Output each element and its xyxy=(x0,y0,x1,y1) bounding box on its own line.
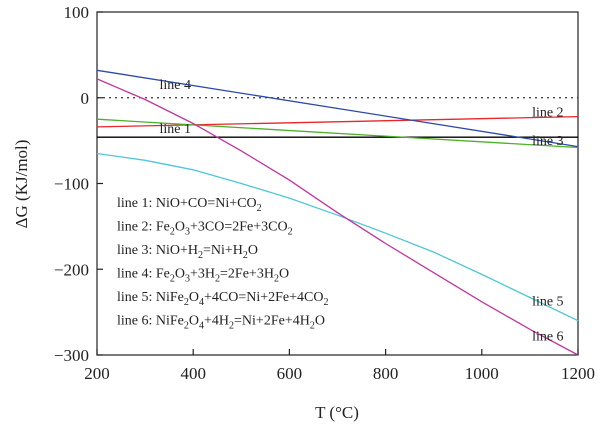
series-label: line 1 xyxy=(160,122,192,137)
series-layer xyxy=(96,69,579,356)
y-tick-label: −100 xyxy=(54,175,89,194)
series-label: line 4 xyxy=(160,78,192,93)
series-labels-layer: line 4 line 2 line 1 line 3 line 5 line 6 xyxy=(160,78,564,344)
series-5-line xyxy=(96,152,579,322)
legend-box: line 1: NiO+CO=Ni+CO2 line 2: Fe2O3+3CO=2… xyxy=(117,196,329,332)
legend-entry-4: line 4: Fe2O3+3H2=2Fe+3H2O xyxy=(117,267,289,285)
series-label: line 2 xyxy=(532,106,564,121)
x-tick-label: 800 xyxy=(373,364,399,383)
x-tick-label: 600 xyxy=(277,364,303,383)
series-4-line xyxy=(96,69,579,148)
y-tick-label: −300 xyxy=(54,346,89,365)
series-2-line xyxy=(96,115,579,128)
legend-entry-6: line 6: NiFe2O4+4H2=Ni+2Fe+4H2O xyxy=(117,314,325,332)
series-label: line 6 xyxy=(532,329,564,344)
y-tick-label: 100 xyxy=(64,3,90,22)
y-tick-label: 0 xyxy=(81,89,90,108)
y-tick-label: −200 xyxy=(54,260,89,279)
series-3-line xyxy=(96,118,579,149)
legend-entry-2: line 2: Fe2O3+3CO=2Fe+3CO2 xyxy=(117,220,293,238)
series-label: line 3 xyxy=(532,134,564,149)
legend-entry-1: line 1: NiO+CO=Ni+CO2 xyxy=(117,196,262,214)
series-6-line xyxy=(96,78,579,356)
x-tick-label: 1000 xyxy=(465,364,499,383)
legend-entry-5: line 5: NiFe2O4+4CO=Ni+2Fe+4CO2 xyxy=(117,290,329,308)
x-tick-label: 1200 xyxy=(561,364,595,383)
x-axis-title: T (°C) xyxy=(315,403,359,422)
legend-entry-3: line 3: NiO+H2=Ni+H2O xyxy=(117,243,258,261)
x-tick-label: 400 xyxy=(180,364,206,383)
series-label: line 5 xyxy=(532,294,564,309)
x-tick-label: 200 xyxy=(84,364,110,383)
y-axis-title: ΔG (KJ/mol) xyxy=(12,140,31,229)
